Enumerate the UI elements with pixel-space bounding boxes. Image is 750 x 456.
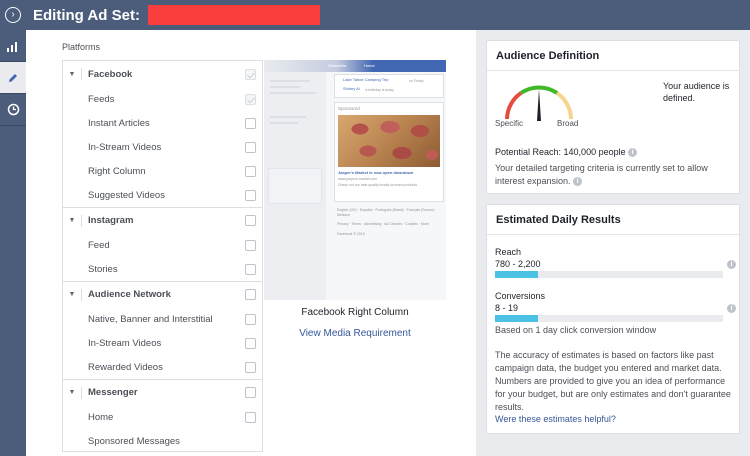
info-icon[interactable]: i [727, 304, 736, 313]
checkbox[interactable] [245, 93, 256, 105]
group-label: Audience Network [88, 289, 171, 300]
group-label: Instagram [88, 215, 134, 226]
group-label: Messenger [88, 387, 138, 398]
platforms-list: ▼ Facebook Feeds Instant Articles In-Str… [62, 60, 263, 452]
placement-preview: Samantha Home Lake Tahoe Camping Trip on… [264, 60, 446, 300]
conversions-value: 8 - 19 [495, 303, 519, 313]
checkbox[interactable] [245, 361, 256, 373]
audience-status: Your audience is defined. [663, 81, 730, 103]
nav-history[interactable] [0, 94, 26, 126]
caret-down-icon[interactable]: ▼ [68, 70, 76, 78]
collapse-button[interactable]: › [0, 0, 26, 30]
preview-sponsored-card: Sponsored Jasper's Market is now open do… [334, 102, 444, 202]
list-item[interactable]: In-Stream Videos [63, 331, 262, 355]
clock-icon [7, 103, 19, 116]
preview-caption: Facebook Right Column [301, 307, 409, 318]
list-item[interactable]: Home [63, 405, 262, 429]
list-item[interactable]: Feed [63, 233, 262, 257]
bar-chart-icon [7, 41, 17, 52]
platforms-heading: Platforms [62, 42, 101, 52]
list-item[interactable]: Native, Banner and Interstitial [63, 307, 262, 331]
group-messenger[interactable]: ▼ Messenger [63, 379, 262, 405]
conversions-label: Conversions [495, 291, 546, 301]
reach-bar-fill [495, 271, 539, 278]
checkbox[interactable] [245, 68, 256, 80]
preview-topbar: Samantha Home [264, 60, 446, 72]
info-icon[interactable]: i [573, 176, 583, 186]
estimated-results-card: Estimated Daily Results Reach 780 - 2,20… [486, 204, 740, 434]
chevron-right-circle-icon: › [5, 7, 21, 23]
nav-reporting[interactable] [0, 30, 26, 62]
preview-footer: English (US) · Español · Português (Bras… [334, 206, 444, 240]
checkbox[interactable] [245, 387, 256, 398]
conversion-window: Based on 1 day click conversion window [495, 325, 657, 335]
checkbox[interactable] [245, 289, 256, 300]
list-item[interactable]: Feeds [63, 87, 262, 111]
checkbox[interactable] [245, 337, 256, 349]
nav-edit[interactable] [0, 62, 26, 94]
checkbox[interactable] [245, 165, 256, 177]
list-item[interactable]: Instant Articles [63, 111, 262, 135]
page-title: Editing Ad Set: [33, 6, 140, 24]
redacted-ad-set-name [147, 5, 320, 25]
group-label: Facebook [88, 68, 133, 80]
checkbox[interactable] [245, 141, 256, 153]
list-item[interactable]: Rewarded Videos [63, 355, 262, 379]
card-title: Estimated Daily Results [487, 205, 739, 235]
checkbox[interactable] [245, 263, 256, 275]
caret-down-icon[interactable]: ▼ [68, 217, 76, 224]
caret-down-icon[interactable]: ▼ [68, 291, 76, 298]
group-audience-network[interactable]: ▼ Audience Network [63, 281, 262, 307]
checkbox[interactable] [245, 313, 256, 325]
card-title: Audience Definition [487, 41, 739, 71]
ad-image [338, 115, 440, 167]
audience-definition-card: Audience Definition Specific Broad Your … [486, 40, 740, 194]
gauge-label-broad: Broad [557, 119, 579, 128]
conversions-bar [495, 315, 723, 322]
group-instagram[interactable]: ▼ Instagram [63, 207, 262, 233]
view-media-requirement-link[interactable]: View Media Requirement [299, 328, 411, 339]
list-item[interactable]: Sponsored Messages [88, 435, 180, 447]
group-facebook[interactable]: ▼ Facebook [63, 61, 262, 87]
reach-value: 780 - 2,200 [495, 259, 541, 269]
targeting-note: Your detailed targeting criteria is curr… [495, 163, 708, 186]
caret-down-icon[interactable]: ▼ [68, 389, 76, 396]
gauge-label-specific: Specific [495, 119, 524, 128]
reach-label: Reach [495, 247, 522, 257]
preview-notifications: Lake Tahoe Camping Trip on Friday Shirle… [334, 74, 444, 98]
list-item[interactable]: In-Stream Videos [63, 135, 262, 159]
list-item[interactable]: Stories [63, 257, 262, 281]
info-icon[interactable]: i [628, 148, 638, 158]
checkbox[interactable] [245, 215, 256, 226]
conversions-bar-fill [495, 315, 539, 322]
top-header: › Editing Ad Set: [0, 0, 750, 30]
checkbox[interactable] [245, 189, 256, 201]
pencil-icon [9, 73, 17, 82]
checkbox[interactable] [245, 411, 256, 423]
audience-gauge [505, 85, 573, 121]
preview-feed-area [264, 72, 326, 300]
checkbox[interactable] [245, 117, 256, 129]
list-item[interactable]: Right Column [63, 159, 262, 183]
main-panel: Platforms ▼ Facebook Feeds Instant Artic… [26, 30, 476, 456]
left-nav [0, 30, 26, 456]
info-icon[interactable]: i [727, 260, 736, 269]
potential-reach: Potential Reach: 140,000 people i [495, 147, 638, 158]
reach-bar [495, 271, 723, 278]
estimates-disclaimer: The accuracy of estimates is based on fa… [495, 350, 731, 413]
list-item[interactable]: Suggested Videos [63, 183, 262, 207]
estimates-feedback-link[interactable]: Were these estimates helpful? [495, 414, 616, 424]
checkbox[interactable] [245, 239, 256, 251]
